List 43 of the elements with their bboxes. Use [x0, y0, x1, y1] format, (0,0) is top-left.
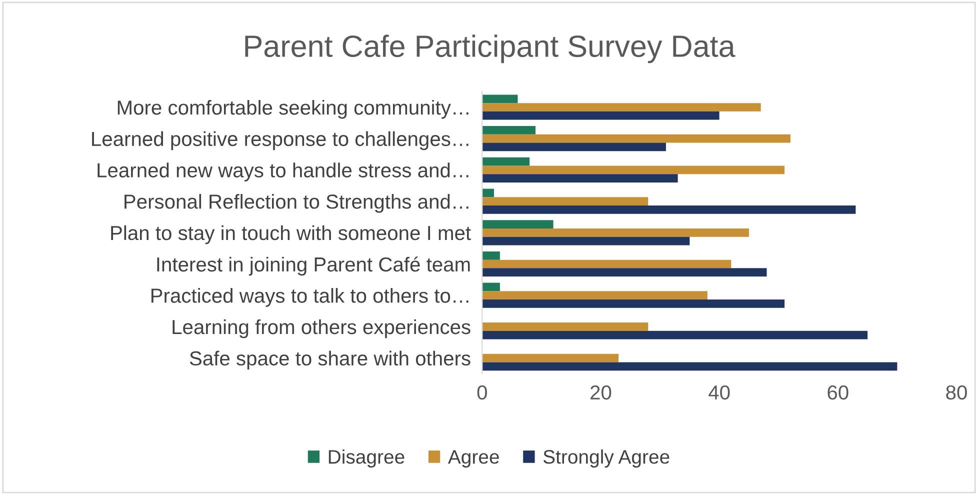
bar [482, 134, 790, 143]
y-tick-label: Safe space to share with others [190, 350, 470, 370]
legend-label: Agree [448, 450, 499, 468]
bar [482, 322, 648, 331]
bar [482, 103, 761, 112]
bar [482, 126, 536, 134]
y-tick-label: Personal Reflection to Strengths and… [124, 194, 468, 213]
x-tick-label: 80 [946, 385, 967, 400]
y-tick-label: Interest in joining Parent Café team [157, 256, 470, 276]
bar [482, 251, 500, 260]
bar [482, 197, 648, 206]
x-tick-label: 0 [477, 385, 487, 400]
y-tick-label: Learned new ways to handle stress and… [98, 162, 468, 182]
bar [482, 300, 785, 308]
bar [482, 291, 708, 300]
bar [482, 354, 619, 362]
y-tick-label: Practiced ways to talk to others to… [151, 288, 468, 307]
legend-label: Strongly Agree [543, 449, 670, 468]
bar [482, 142, 666, 152]
y-tick-label: Plan to stay in touch with someone I met [111, 225, 471, 244]
bar [482, 157, 530, 166]
chart-title: Parent Cafe Participant Survey Data [245, 34, 736, 64]
y-tick-label: More comfortable seeking community… [118, 100, 468, 119]
bar [482, 260, 732, 268]
bar [482, 166, 785, 174]
bar [482, 205, 856, 214]
bar [482, 268, 767, 277]
x-tick-label: 60 [828, 385, 848, 400]
bar [482, 188, 494, 198]
bar [482, 111, 720, 120]
bar [482, 174, 678, 182]
bar [482, 362, 898, 371]
bar [482, 282, 500, 292]
bar [482, 228, 749, 237]
y-tick-label: Learned positive response to challenges… [92, 131, 468, 150]
y-tick-label: Learning from others experiences [172, 319, 470, 338]
bar [482, 330, 868, 340]
x-tick-label: 40 [708, 385, 730, 400]
bar [482, 220, 554, 228]
bar [482, 94, 518, 104]
bar [482, 236, 690, 246]
legend-label: Disagree [328, 449, 404, 468]
x-tick-label: 20 [590, 385, 612, 400]
